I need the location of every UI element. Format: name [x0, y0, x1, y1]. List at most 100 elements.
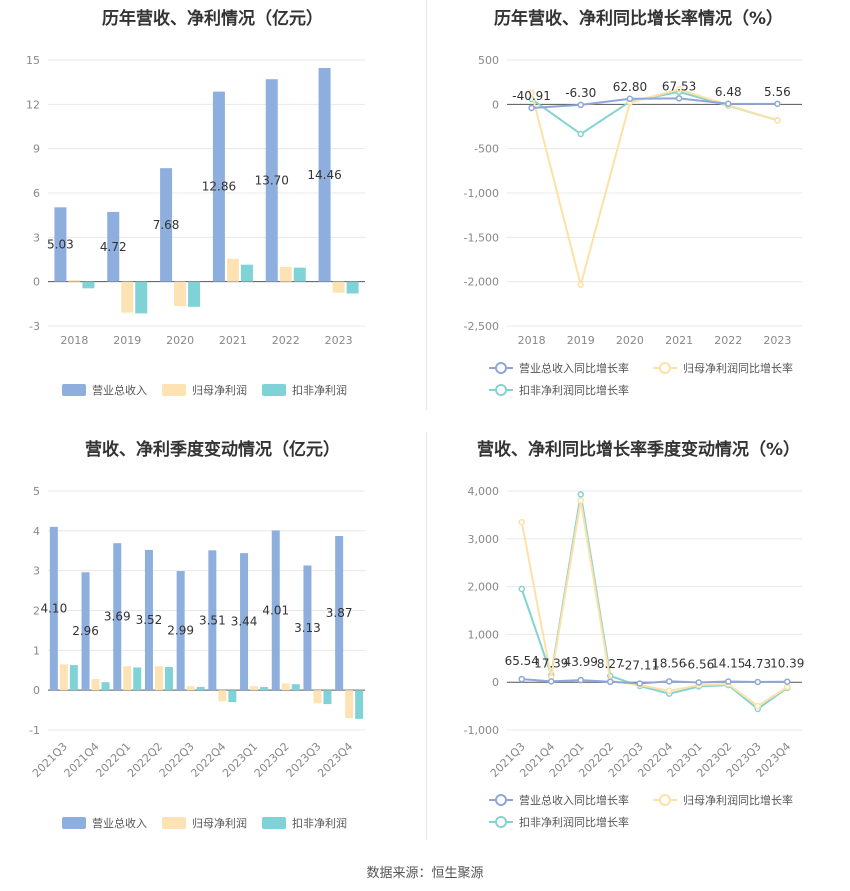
legend-marker [659, 794, 671, 806]
point-value-label: -40.91 [512, 89, 551, 103]
point-value-label: 10.39 [770, 657, 804, 671]
point-value-label: 17.39 [534, 656, 568, 670]
data-point-0 [725, 100, 732, 108]
x-tick-label: 2020 [616, 334, 644, 347]
y-tick-label: -2,000 [464, 276, 499, 289]
y-tick-label: 5 [33, 485, 40, 498]
bar-0 [113, 543, 122, 691]
bar-1 [121, 281, 134, 313]
legend-label: 扣非净利润同比增长率 [519, 383, 629, 397]
y-tick-label: -1,000 [464, 187, 499, 200]
legend-label: 归母净利润同比增长率 [683, 361, 793, 375]
legend-marker [495, 362, 507, 374]
panel-divider-top [426, 0, 427, 410]
bar-value-label: 3.87 [326, 606, 353, 620]
point-value-label: 62.80 [613, 80, 647, 94]
bar-2 [260, 686, 269, 691]
y-tick-label: 3 [33, 565, 40, 578]
y-tick-label: 0 [33, 276, 40, 289]
y-tick-label: 2,000 [468, 581, 500, 594]
bar-2 [240, 264, 253, 282]
point-value-label: 8.27 [597, 657, 624, 671]
x-tick-label: 2021 [219, 334, 247, 347]
y-tick-label: 1 [33, 644, 40, 657]
bar-2 [101, 682, 110, 691]
bar-2 [69, 665, 78, 691]
bar-value-label: 3.51 [199, 613, 226, 627]
bar-value-label: 3.69 [104, 610, 131, 624]
bar-0 [54, 207, 67, 282]
data-point-1 [518, 518, 525, 526]
bar-value-label: 14.46 [307, 168, 341, 182]
data-point-0 [548, 678, 555, 685]
point-value-label: 67.53 [662, 79, 696, 93]
bar-0 [49, 526, 58, 691]
series-line-0 [531, 97, 778, 109]
bar-0 [208, 550, 217, 691]
y-tick-label: 0 [492, 676, 499, 689]
y-tick-label: -1,500 [464, 231, 499, 244]
bar-1 [281, 683, 290, 691]
bar-1 [186, 686, 195, 691]
y-tick-label: 4,000 [468, 485, 500, 498]
bar-1 [279, 266, 292, 282]
point-value-label: 18.56 [652, 656, 686, 670]
bar-value-label: 2.99 [167, 624, 194, 638]
bar-2 [164, 667, 173, 691]
data-point-1 [675, 86, 683, 93]
bar-value-label: 5.03 [47, 238, 74, 252]
legend-label: 营业总收入 [92, 816, 147, 830]
point-value-label: -27.11 [620, 658, 659, 672]
bar-1 [250, 686, 259, 691]
point-value-label: -6.56 [683, 658, 714, 672]
bar-1 [154, 666, 163, 691]
data-source-note: 数据来源：恒生聚源 [366, 866, 484, 881]
series-line-1 [530, 88, 778, 289]
data-point-0 [577, 676, 584, 684]
y-tick-label: -2,500 [464, 320, 499, 333]
y-tick-label: 12 [26, 98, 40, 111]
x-tick-label: 2022 [714, 334, 742, 347]
y-tick-label: 2 [33, 605, 40, 618]
bar-2 [133, 667, 142, 691]
legend-label: 扣非净利润 [292, 816, 347, 830]
bar-1 [332, 281, 345, 293]
legend-marker [659, 362, 671, 374]
data-point-0 [774, 100, 781, 108]
data-point-0 [528, 104, 535, 112]
point-value-label: 6.48 [715, 85, 742, 99]
x-tick-label: 2018 [60, 334, 88, 347]
series-line-0 [521, 678, 788, 685]
data-point-2 [577, 491, 584, 498]
chart-canvas: 500 0 -500 -1,000 -1,500 -2,000 -2,500 -40.91 -6… [464, 54, 802, 397]
bar-2 [346, 281, 359, 294]
bar-1 [226, 258, 239, 282]
point-value-label: -6.30 [565, 86, 596, 100]
bar-0 [144, 549, 153, 691]
bar-value-label: 7.68 [153, 218, 180, 232]
data-point-2 [518, 585, 525, 593]
chart-canvas: 4,000 3,000 2,000 1,000 0 -1,000 65.5417.3943.… [464, 485, 805, 829]
x-tick-label: 2021 [665, 334, 693, 347]
legend-label: 归母净利润 [192, 816, 247, 830]
series-line-1 [520, 500, 788, 708]
legend-swatch [262, 817, 286, 829]
bar-value-label: 3.52 [136, 613, 163, 627]
bar-1 [68, 280, 81, 282]
bar-value-label: 3.44 [231, 615, 258, 629]
data-point-0 [666, 678, 673, 685]
y-tick-label: 500 [478, 54, 499, 67]
legend-label: 扣非净利润 [292, 383, 347, 397]
chart-annual-revenue-profit: 历年营收、净利情况（亿元） 15 12 9 6 3 0 -3 5.03 4.72 7.68 12.8… [0, 0, 425, 415]
chart-quarterly-growth-rate: 营收、净利同比增长率季度变动情况（%） 4,000 3,000 2,000 1,000… [427, 425, 850, 845]
bar-0 [176, 571, 185, 691]
data-point-0 [695, 679, 702, 686]
panel-divider-bottom [426, 432, 427, 840]
chart-title: 历年营收、净利情况（亿元） [102, 9, 323, 29]
legend-swatch [62, 384, 86, 396]
data-point-0 [518, 675, 525, 683]
y-tick-label: -1,000 [464, 724, 499, 737]
chart-title: 历年营收、净利同比增长率情况（%） [493, 9, 784, 29]
bar-2 [355, 690, 364, 719]
y-tick-label: 1,000 [468, 628, 500, 641]
